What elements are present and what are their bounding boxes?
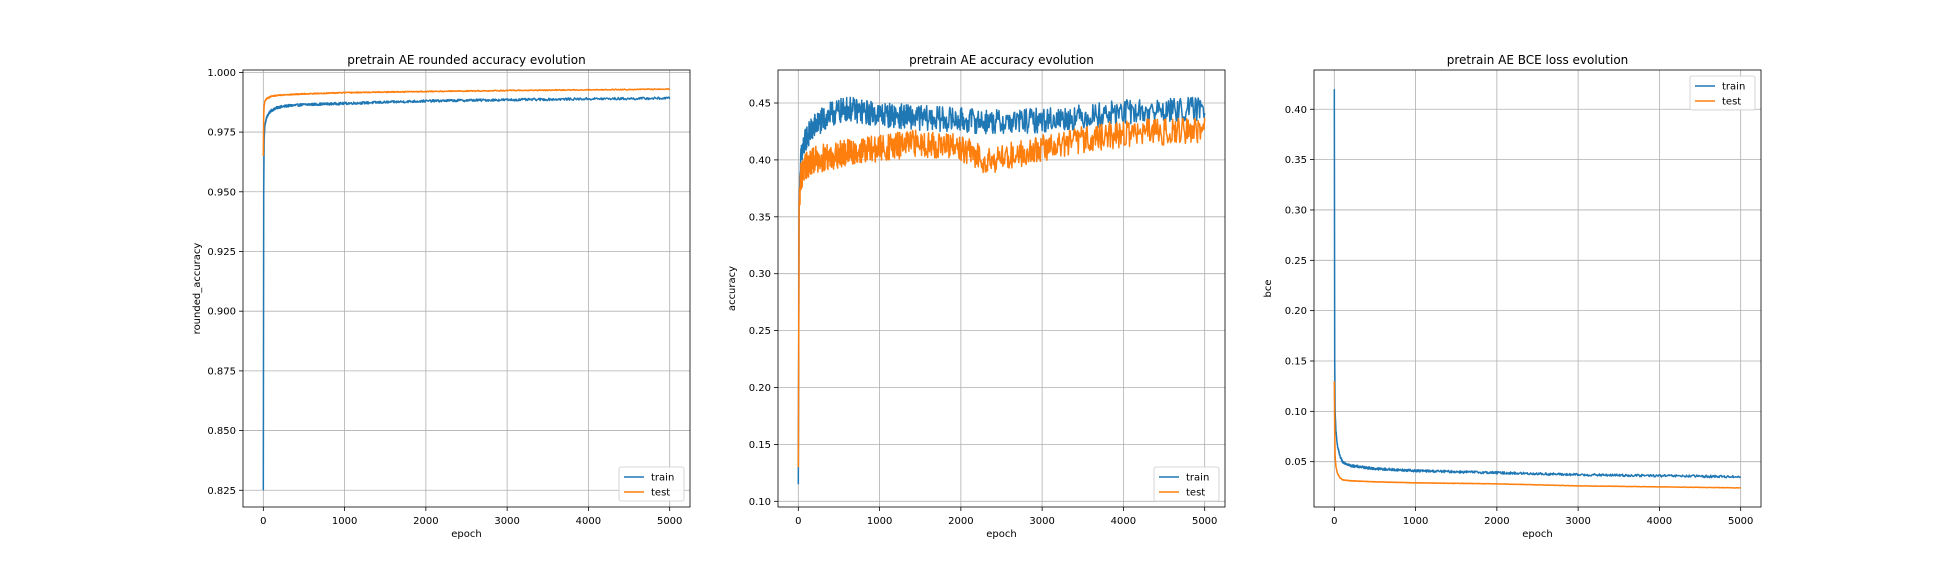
x-tick-label: 1000: [1403, 516, 1428, 527]
axes-frame: [1313, 69, 1762, 508]
legend-label-test: test: [1722, 97, 1741, 108]
legend-label-train: train: [1186, 473, 1209, 484]
x-tick-label: 3000: [494, 516, 519, 527]
y-axis-label: accuracy: [727, 266, 738, 311]
x-tick-label: 0: [1331, 516, 1337, 527]
y-tick-label: 0.950: [207, 187, 236, 198]
y-tick-label: 0.35: [749, 212, 771, 223]
x-tick-label: 5000: [1728, 516, 1753, 527]
y-tick-label: 0.15: [749, 440, 771, 451]
y-tick-label: 0.05: [1285, 457, 1307, 468]
y-axis-label: rounded_accuracy: [192, 243, 203, 335]
x-axis-label: epoch: [1522, 529, 1552, 540]
x-tick-label: 3000: [1565, 516, 1590, 527]
chart-3: 0 1000 2000 3000 4000 5000 0.05 0.10 0.15 0.20 0.2…: [1263, 53, 1762, 540]
y-tick-label: 0.10: [1285, 407, 1307, 418]
y-tick-label: 0.45: [749, 99, 771, 110]
legend: train test: [618, 466, 685, 502]
chart-title: pretrain AE BCE loss evolution: [1447, 53, 1629, 67]
series-line-train: [797, 96, 1206, 485]
x-tick-label: 2000: [1484, 516, 1509, 527]
legend: train test: [1689, 75, 1756, 111]
axes-frame: [777, 69, 1226, 508]
chart-2: 0 1000 2000 3000 4000 5000 0.10 0.15 0.20 0.25 0.3…: [727, 53, 1226, 540]
legend-label-test: test: [1186, 488, 1205, 499]
y-tick-label: 0.15: [1285, 356, 1307, 367]
y-axis-label: bce: [1263, 280, 1274, 298]
legend-label-train: train: [1722, 82, 1745, 93]
y-tick-label: 0.20: [1285, 306, 1307, 317]
chart-title: pretrain AE rounded accuracy evolution: [347, 53, 585, 67]
y-tick-label: 0.40: [1285, 105, 1307, 116]
x-tick-label: 5000: [657, 516, 682, 527]
y-tick-label: 0.25: [749, 326, 771, 337]
chart-title: pretrain AE accuracy evolution: [909, 53, 1094, 67]
x-tick-label: 4000: [1647, 516, 1672, 527]
y-tick-label: 0.30: [749, 269, 771, 280]
y-tick-label: 0.10: [749, 497, 771, 508]
y-tick-label: 0.925: [207, 247, 236, 258]
y-tick-label: 0.900: [207, 307, 236, 318]
x-tick-label: 0: [795, 516, 801, 527]
x-tick-label: 5000: [1192, 516, 1217, 527]
y-tick-label: 0.825: [207, 486, 236, 497]
series-line-train: [262, 96, 671, 491]
series-line-test: [262, 87, 671, 156]
x-tick-label: 2000: [948, 516, 973, 527]
x-tick-label: 2000: [413, 516, 438, 527]
axes-frame: [242, 69, 691, 508]
x-axis-label: epoch: [451, 529, 481, 540]
y-tick-label: 0.850: [207, 426, 236, 437]
y-tick-label: 0.40: [749, 155, 771, 166]
y-tick-label: 1.000: [207, 68, 236, 79]
y-tick-label: 0.30: [1285, 205, 1307, 216]
x-tick-label: 1000: [867, 516, 892, 527]
y-tick-label: 0.875: [207, 366, 236, 377]
legend: train test: [1153, 466, 1220, 502]
x-tick-label: 4000: [576, 516, 601, 527]
x-tick-label: 4000: [1111, 516, 1136, 527]
series-line-train: [1333, 89, 1742, 479]
y-tick-label: 0.35: [1285, 155, 1307, 166]
chart-1: 0 1000 2000 3000 4000 5000 0.825 0.850 0.875 0.90…: [192, 53, 691, 540]
y-tick-label: 0.25: [1285, 256, 1307, 267]
x-tick-label: 3000: [1029, 516, 1054, 527]
legend-label-train: train: [651, 473, 674, 484]
y-tick-label: 0.20: [749, 383, 771, 394]
y-tick-label: 0.975: [207, 128, 236, 139]
x-tick-label: 1000: [332, 516, 357, 527]
legend-label-test: test: [651, 488, 670, 499]
series-line-test: [1333, 381, 1741, 489]
x-tick-label: 0: [260, 516, 266, 527]
series-line-test: [797, 117, 1206, 468]
x-axis-label: epoch: [986, 529, 1016, 540]
